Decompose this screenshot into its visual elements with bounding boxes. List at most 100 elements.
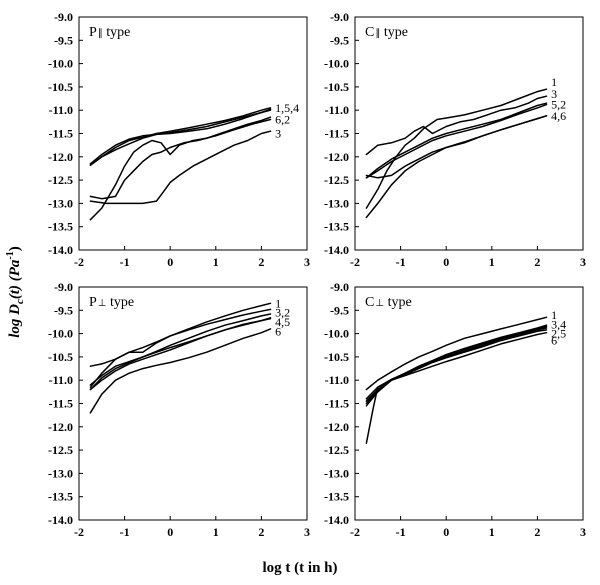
y-tick-label: -14.0 [48,243,73,257]
curve-c-parallel-4 [365,103,548,179]
x-tick-label: -2 [74,525,84,539]
plot-frame-p-parallel [78,16,308,251]
y-tick-label: -11.5 [49,127,73,141]
y-tick-label: -12.5 [48,443,73,457]
x-tick-label: -2 [74,255,84,269]
y-tick-label: -10.5 [48,80,73,94]
y-tick-label: -10.0 [48,57,73,71]
panel-p-parallel: -9.0 -9.5 -10.0 -10.5 -11.0 -11.5 -12.0 -12.5 -1… [48,10,310,269]
curve-c-parallel-3 [365,102,548,179]
y-tick-label: -12.0 [48,150,73,164]
y-tick-label: -11.0 [49,373,73,387]
y-axis-label: log Dc(t) (Pa-1) [5,246,26,338]
panel-c-parallel: -9.0 -9.5 -10.0 -10.5 -11.0 -11.5 -12.0 -12.5 -1… [324,10,586,269]
curve-p-parallel-4 [89,118,272,200]
y-tick-label: -12.0 [324,150,349,164]
x-tick-label: 0 [167,525,173,539]
y-tick-label: -10.5 [324,350,349,364]
x-tick-label: 1 [489,255,495,269]
plot-frame-c-parallel [354,16,584,251]
curve-p-perp-3 [89,313,272,391]
x-tick-label: -2 [350,255,360,269]
y-tick-label: -14.0 [324,243,349,257]
curve-label: 1,5,4 [275,101,299,115]
x-tick-label: 3 [304,255,310,269]
plot-frame-p-perp [78,286,308,521]
x-axis-label: log t (t in h) [263,560,338,576]
x-tick-label: 2 [258,255,264,269]
curve-p-parallel-1 [89,107,272,166]
y-tick-label: -12.5 [324,173,349,187]
x-tick-label: 0 [167,255,173,269]
y-tick-label: -11.0 [325,103,349,117]
y-tick-label: -13.0 [324,466,349,480]
panel-title-c-parallel: C∥ type [365,25,408,40]
curve-c-perp-5 [365,327,548,400]
curve-c-perp-3 [365,325,548,405]
x-tick-label: 1 [489,525,495,539]
y-tick-label: -13.5 [324,490,349,504]
curve-p-parallel-5 [89,116,272,221]
curve-label: 3 [275,127,281,141]
y-tick-label: -12.5 [324,443,349,457]
y-tick-label: -14.0 [324,513,349,527]
curve-p-perp-5 [89,317,272,386]
curve-c-perp-1 [365,316,548,391]
x-tick-label: -1 [396,525,406,539]
panel-title-p-perp: P⊥ type [89,295,134,310]
x-tick-label: -2 [350,525,360,539]
y-tick-label: -11.0 [49,103,73,117]
plot-frame-c-perp [354,286,584,521]
x-tick-label: -1 [120,255,130,269]
x-tick-label: -1 [396,255,406,269]
y-tick-label: -10.0 [48,327,73,341]
panel-p-perp: -9.0 -9.5 -10.0 -10.5 -11.0 -11.5 -12.0 -12.5 -1… [48,280,310,539]
panel-title-p-parallel: P∥ type [89,25,130,40]
curve-p-perp-2 [89,308,272,367]
y-tick-label: -13.5 [324,220,349,234]
panel-title-c-perp: C⊥ type [365,295,412,310]
chart-panels: -9.0 -9.5 -10.0 -10.5 -11.0 -11.5 -12.0 -12.5 -1… [48,10,586,539]
x-tick-label: -1 [120,525,130,539]
y-tick-label: -13.5 [48,490,73,504]
y-tick-label: -12.0 [48,420,73,434]
curve-label: 4,5 [275,315,290,329]
y-tick-label: -9.0 [54,10,73,24]
y-tick-label: -13.0 [48,466,73,480]
curve-c-perp-6 [365,331,548,444]
curve-c-parallel-1 [365,88,548,209]
y-tick-label: -13.5 [48,220,73,234]
curve-label: 6 [275,324,281,338]
y-tick-label: -9.5 [54,33,73,47]
y-tick-label: -12.5 [48,173,73,187]
y-tick-label: -9.5 [330,303,349,317]
y-tick-label: -11.5 [325,397,349,411]
panel-c-perp: -9.0 -9.5 -10.0 -10.5 -11.0 -11.5 -12.0 -12.5 -1… [324,280,586,539]
y-tick-label: -13.0 [48,196,73,210]
y-tick-label: -12.0 [324,420,349,434]
curve-label: 1 [551,308,557,322]
x-tick-label: 2 [534,525,540,539]
curve-c-parallel-2 [365,95,548,156]
x-tick-label: 1 [213,255,219,269]
curve-label: 3,4 [551,317,566,331]
y-tick-label: -10.5 [324,80,349,94]
y-tick-label: -9.0 [330,280,349,294]
y-tick-label: -9.0 [54,280,73,294]
curve-label: 1 [275,296,281,310]
y-tick-label: -10.5 [48,350,73,364]
curve-p-parallel-2 [89,108,272,165]
x-tick-label: 0 [443,255,449,269]
y-tick-label: -9.5 [330,33,349,47]
curve-label: 6 [551,334,557,348]
curve-p-perp-6 [89,328,272,414]
y-tick-label: -10.0 [324,327,349,341]
y-tick-label: -11.5 [49,397,73,411]
y-tick-label: -9.0 [330,10,349,24]
curve-label: 3,2 [275,306,290,320]
curve-p-parallel-6 [89,130,272,205]
y-tick-label: -11.0 [325,373,349,387]
curve-label: 5,2 [551,98,566,112]
x-tick-label: 3 [580,525,586,539]
